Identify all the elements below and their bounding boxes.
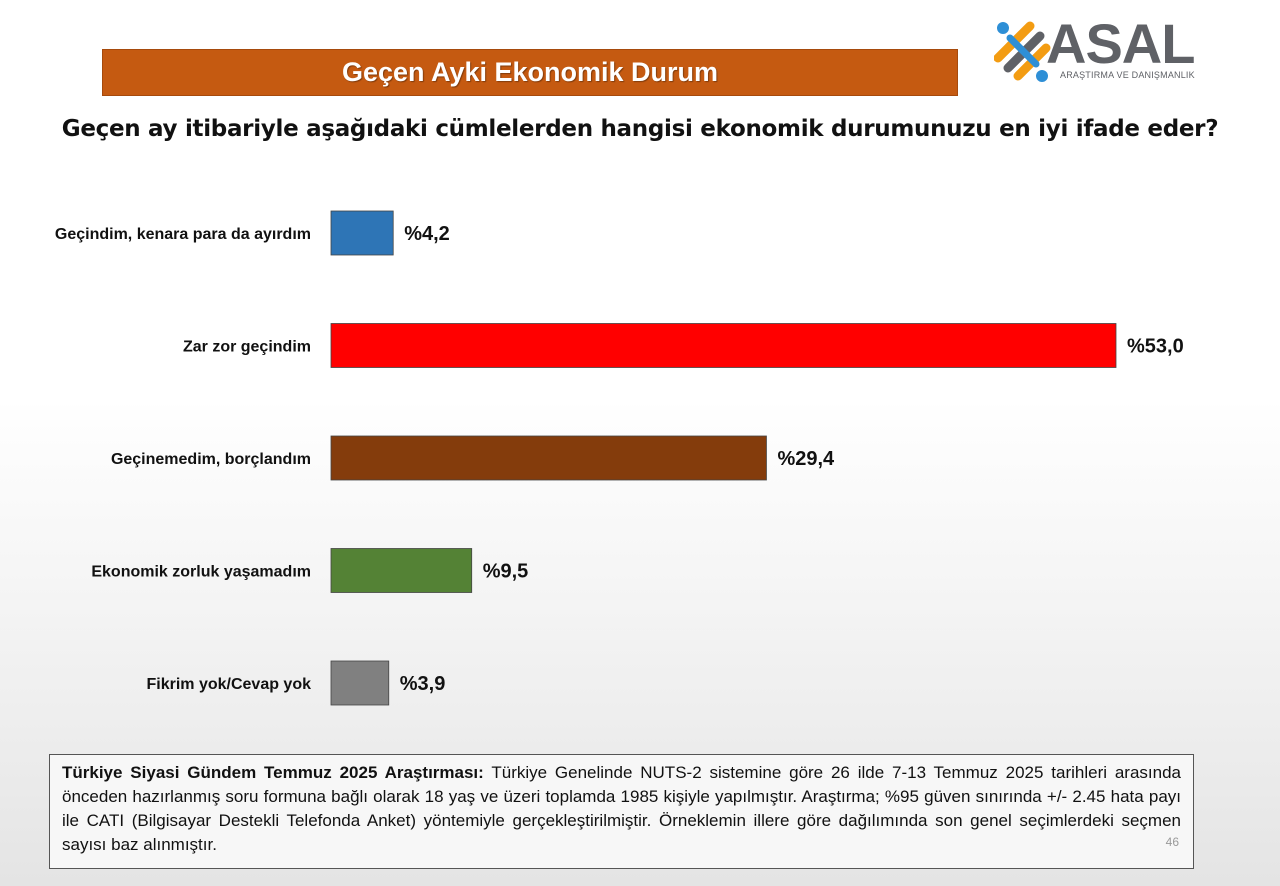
logo-wordmark: ASAL xyxy=(1046,12,1195,75)
bar xyxy=(330,435,767,481)
asal-logo: ASAL ARAŞTIRMA VE DANIŞMANLIK xyxy=(994,14,1234,84)
title-banner: Geçen Ayki Ekonomik Durum xyxy=(102,49,958,96)
category-label: Ekonomik zorluk yaşamadım xyxy=(91,564,311,581)
category-label: Geçinemedim, borçlandım xyxy=(111,451,311,468)
value-label: %29,4 xyxy=(777,448,835,470)
value-label: %3,9 xyxy=(400,673,446,695)
bar xyxy=(330,660,390,706)
note-text: Türkiye Genelinde NUTS-2 sistemine göre … xyxy=(62,763,1181,854)
category-label: Fikrim yok/Cevap yok xyxy=(146,676,311,693)
category-label: Geçindim, kenara para da ayırdım xyxy=(55,226,311,243)
logo-subtitle: ARAŞTIRMA VE DANIŞMANLIK xyxy=(1060,70,1195,80)
note-heading: Türkiye Siyasi Gündem Temmuz 2025 Araştı… xyxy=(62,763,484,782)
bar xyxy=(330,210,394,256)
methodology-note: Türkiye Siyasi Gündem Temmuz 2025 Araştı… xyxy=(49,754,1194,869)
bar xyxy=(330,323,1117,368)
value-label: %4,2 xyxy=(404,223,450,245)
bar-chart: Geçindim, kenara para da ayırdım %4,2 Zar … xyxy=(55,210,1184,706)
bar xyxy=(330,548,473,593)
survey-question: Geçen ay itibariyle aşağıdaki cümlelerde… xyxy=(61,116,1219,142)
page-title: Geçen Ayki Ekonomik Durum xyxy=(341,57,719,87)
page-number: 46 xyxy=(1165,835,1179,849)
category-label: Zar zor geçindim xyxy=(183,339,311,356)
logo-mark-icon xyxy=(994,21,1051,82)
value-label: %53,0 xyxy=(1127,336,1184,358)
value-label: %9,5 xyxy=(483,561,529,583)
